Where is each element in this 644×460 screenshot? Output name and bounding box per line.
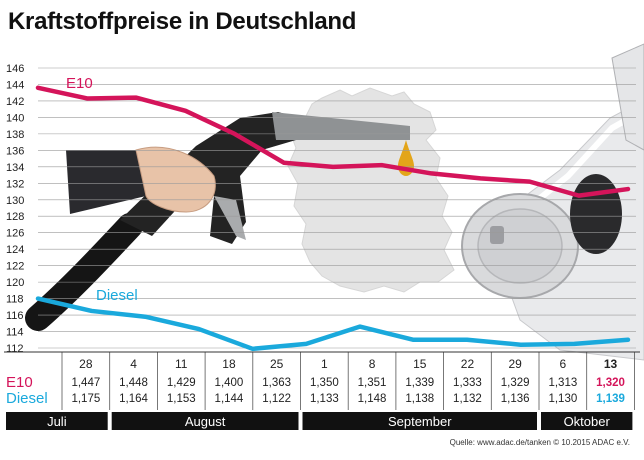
data-label-e10: 1,363 [262, 377, 291, 389]
y-tick-label: 124 [6, 244, 24, 256]
y-tick-label: 144 [6, 79, 24, 91]
data-label-e10: 1,333 [453, 377, 482, 389]
y-tick-label: 130 [6, 195, 24, 207]
y-tick-label: 134 [6, 162, 24, 174]
data-label-diesel: 1,133 [310, 393, 339, 405]
y-tick-label: 118 [6, 294, 24, 306]
data-label-diesel: 1,175 [71, 393, 100, 405]
x-tick-label: 4 [130, 357, 137, 371]
y-tick-label: 136 [6, 145, 24, 157]
month-label: Juli [47, 414, 67, 429]
y-tick-label: 146 [6, 63, 24, 75]
row-label-diesel: Diesel [6, 390, 48, 407]
y-axis-ticks: 112 114 116 118 120 122 124 126 128 130 132 134 136 1… [6, 63, 24, 355]
data-label-e10: 1,339 [405, 377, 434, 389]
y-tick-label: 132 [6, 178, 24, 190]
y-tick-label: 116 [6, 310, 24, 322]
data-label-diesel: 1,148 [358, 393, 387, 405]
x-tick-label: 18 [222, 357, 236, 371]
data-label-diesel: 1,122 [262, 393, 291, 405]
series-label-diesel: Diesel [96, 287, 138, 304]
y-tick-label: 140 [6, 112, 24, 124]
illustrations [38, 44, 644, 360]
data-label-e10: 1,448 [119, 377, 148, 389]
month-bar: Juli August September Oktober [6, 412, 632, 430]
fuel-door-inner [478, 209, 562, 283]
x-tick-label: 6 [560, 357, 567, 371]
data-label-e10: 1,400 [215, 377, 244, 389]
x-tick-label: 22 [461, 357, 475, 371]
data-label-diesel: 1,144 [215, 393, 244, 405]
y-tick-label: 138 [6, 129, 24, 141]
y-tick-label: 114 [6, 327, 24, 339]
data-label-e10: 1,329 [501, 377, 530, 389]
y-tick-label: 112 [6, 343, 24, 355]
x-tick-label: 29 [508, 357, 522, 371]
data-label-diesel: 1,164 [119, 393, 148, 405]
month-label: August [185, 414, 226, 429]
series-label-e10: E10 [66, 75, 93, 92]
month-label: Oktober [564, 414, 611, 429]
data-label-e10: 1,429 [167, 377, 196, 389]
data-label-diesel: 1,153 [167, 393, 196, 405]
y-tick-label: 128 [6, 211, 24, 223]
fuel-door-hinge [490, 226, 504, 244]
x-tick-label: 25 [270, 357, 284, 371]
data-label-e10: 1,313 [548, 377, 577, 389]
data-label-e10: 1,351 [358, 377, 387, 389]
x-tick-label: 11 [175, 357, 188, 371]
data-label-e10: 1,447 [71, 377, 100, 389]
y-tick-label: 126 [6, 228, 24, 240]
data-label-diesel: 1,136 [501, 393, 530, 405]
x-tick-label: 15 [413, 357, 427, 371]
y-tick-label: 142 [6, 96, 24, 108]
x-tick-label: 1 [321, 357, 328, 371]
source-note: Quelle: www.adac.de/tanken © 10.2015 ADA… [450, 438, 630, 447]
row-label-e10: E10 [6, 374, 33, 391]
data-label-e10: 1,350 [310, 377, 339, 389]
data-label-e10: 1,320 [596, 377, 625, 389]
y-tick-label: 120 [6, 277, 24, 289]
data-label-diesel: 1,139 [596, 393, 625, 405]
x-tick-label: 13 [604, 357, 618, 371]
x-tick-label: 8 [369, 357, 376, 371]
data-label-diesel: 1,130 [548, 393, 577, 405]
x-tick-label: 28 [79, 357, 93, 371]
y-tick-label: 122 [6, 261, 24, 273]
data-label-diesel: 1,138 [405, 393, 434, 405]
fuel-hose [38, 226, 130, 318]
month-label: September [388, 414, 452, 429]
car-filler-opening [570, 174, 622, 254]
data-label-diesel: 1,132 [453, 393, 482, 405]
sleeve [66, 150, 146, 214]
